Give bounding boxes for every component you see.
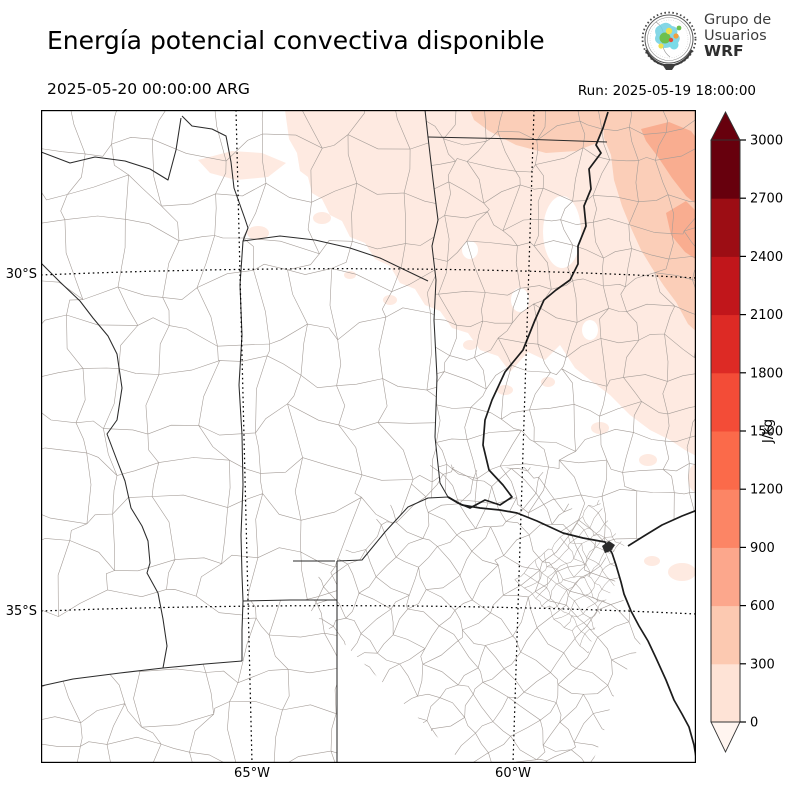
colorbar-segment — [711, 314, 740, 374]
cape-speckle — [313, 212, 331, 224]
cape-speckle — [688, 464, 696, 492]
colorbar-tick-label: 1500 — [750, 425, 783, 440]
cape-white-hole — [582, 320, 598, 340]
colorbar-segment — [711, 140, 740, 199]
colorbar-over-arrow — [710, 111, 741, 141]
colorbar-tick-label: 2400 — [750, 250, 783, 265]
colorbar-segment — [711, 489, 740, 548]
cape-speckle — [497, 385, 513, 395]
parana-delta — [602, 541, 615, 553]
rio-de-la-plata-north-shore — [447, 496, 613, 554]
lat-tick-30s: 30°S — [5, 267, 37, 282]
colorbar-segment — [711, 198, 740, 257]
colorbar-tick-label: 2700 — [750, 192, 783, 207]
gridlines — [41, 110, 696, 763]
colorbar-segment — [711, 663, 740, 723]
cape-speckle — [639, 454, 657, 466]
cape-fill-0-300-blob — [198, 151, 286, 180]
lat-tick-35s: 35°S — [5, 604, 37, 619]
gridline-30s — [41, 268, 696, 279]
colorbar-tick-label: 3000 — [750, 134, 783, 149]
uruguay-shore — [627, 509, 696, 547]
cape-speckle — [247, 226, 269, 240]
logo-text: Grupo de Usuarios WRF — [704, 12, 772, 60]
valid-time-label: 2025-05-20 00:00:00 ARG — [47, 80, 250, 98]
gridline-60w — [512, 110, 535, 763]
gridline-35s — [41, 605, 696, 615]
colorbar-tick-label: 300 — [750, 657, 775, 672]
cape-speckle — [344, 271, 356, 279]
wrf-logo — [641, 11, 697, 70]
colorbar-tick-label: 600 — [750, 599, 775, 614]
parana-river — [447, 111, 609, 509]
colorbar: 0 300 600 900 1200 1500 1800 2100 2400 2700 3000 J/… — [710, 111, 783, 754]
globe-icon — [641, 11, 697, 70]
cape-shading-over-water — [644, 556, 696, 581]
page-title: Energía potencial convectiva disponible — [47, 26, 545, 55]
lon-tick-60w: 60°W — [495, 766, 531, 781]
rio-de-la-plata-water — [612, 510, 696, 757]
colorbar-segment — [711, 605, 740, 665]
colorbar-under-arrow — [710, 721, 741, 754]
cape-shading-layer — [198, 110, 696, 492]
colorbar-segment — [711, 431, 740, 490]
colorbar-segment — [711, 547, 740, 607]
colorbar-tick-label: 1800 — [750, 366, 783, 381]
colorbar-tick-label: 0 — [750, 716, 758, 731]
cape-white-hole — [462, 241, 478, 259]
logo-line-2: Usuarios — [704, 27, 767, 44]
cape-speckle — [463, 340, 477, 350]
colorbar-unit-label: J/kg — [761, 419, 776, 444]
logo-line-3: WRF — [704, 42, 744, 60]
map-frame — [41, 110, 696, 763]
colorbar-tick-label: 1200 — [750, 483, 783, 498]
lon-tick-65w: 65°W — [234, 766, 270, 781]
department-mesh — [41, 110, 448, 617]
colorbar-segment — [711, 256, 740, 316]
rivers-and-coastlines — [447, 111, 696, 763]
cape-white-hole — [511, 288, 529, 312]
cape-white-hole — [543, 196, 581, 268]
cape-speckle — [541, 377, 555, 387]
cape-fill-300-600-lobe — [470, 110, 607, 153]
cape-fill-600-900 — [641, 122, 696, 204]
logo-line-1: Grupo de — [704, 12, 772, 28]
buenos-aires-coastline — [611, 552, 696, 763]
colorbar-segment — [711, 372, 740, 432]
cape-speckle — [383, 295, 397, 305]
map-canvas — [41, 110, 696, 763]
province-boundaries — [41, 110, 608, 763]
gridline-65w — [235, 110, 253, 763]
run-time-label: Run: 2025-05-19 18:00:00 — [577, 83, 756, 99]
colorbar-tick-label: 2100 — [750, 308, 783, 323]
colorbar-tick-label: 900 — [750, 541, 775, 556]
